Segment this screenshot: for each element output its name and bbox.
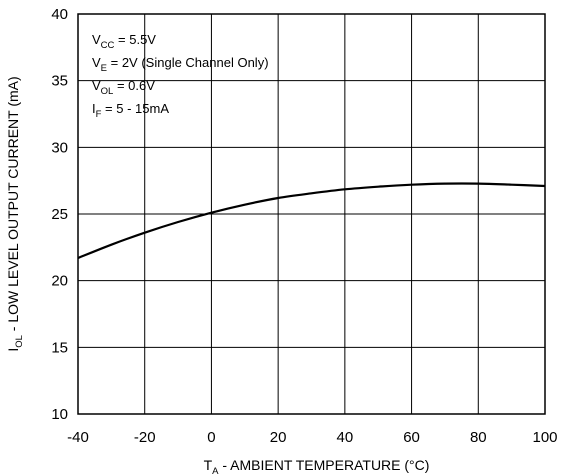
- y-tick-label: 25: [51, 206, 68, 223]
- y-tick-label: 30: [51, 139, 68, 156]
- x-tick-label: 0: [207, 429, 215, 446]
- y-tick-label: 35: [51, 73, 68, 90]
- annotation-rest: = 5 - 15mA: [101, 101, 169, 116]
- x-tick-label: 20: [270, 429, 287, 446]
- x-axis-label-main: T: [204, 457, 213, 473]
- y-axis-label-rest: - LOW LEVEL OUTPUT CURRENT (mA): [5, 76, 21, 335]
- y-tick-label: 40: [51, 6, 68, 23]
- x-tick-label: -40: [67, 429, 89, 446]
- annotation-sub: F: [96, 109, 102, 120]
- annotation-main: V: [92, 32, 101, 47]
- annotation-rest: = 0.6V: [113, 78, 155, 93]
- annotation-sub: E: [101, 63, 107, 74]
- x-tick-label: 60: [403, 429, 420, 446]
- y-tick-label: 15: [51, 339, 68, 356]
- annotation-sub: CC: [101, 40, 115, 51]
- annotation-rest: = 2V (Single Channel Only): [107, 55, 269, 70]
- x-axis-label-rest: - AMBIENT TEMPERATURE (°C): [218, 457, 429, 473]
- series-line-0: [77, 182, 546, 260]
- annotation-line-1: VE = 2V (Single Channel Only): [92, 55, 269, 74]
- x-tick-label: 100: [532, 429, 557, 446]
- grid-lines: [77, 13, 546, 415]
- y-axis-label-main: I: [5, 348, 21, 352]
- y-axis-label-sub: OL: [14, 335, 25, 348]
- annotation-main: V: [92, 78, 101, 93]
- x-tick-label: 40: [337, 429, 354, 446]
- series-layer: [77, 182, 546, 260]
- annotation-main: V: [92, 55, 101, 70]
- x-axis-label-sub: A: [212, 466, 219, 476]
- y-tick-label: 20: [51, 273, 68, 290]
- x-axis-label: TA - AMBIENT TEMPERATURE (°C): [204, 457, 430, 476]
- plot-frame: [77, 13, 546, 415]
- x-tick-label: 80: [470, 429, 487, 446]
- annotation-line-3: IF = 5 - 15mA: [92, 101, 169, 120]
- annotation-rest: = 5.5V: [114, 32, 156, 47]
- annotation-sub: OL: [101, 86, 114, 97]
- x-tick-labels: -40 -20 0 20 40 60 80 100: [67, 429, 557, 446]
- y-axis-label: IOL - LOW LEVEL OUTPUT CURRENT (mA): [5, 76, 25, 351]
- y-tick-label: 10: [51, 406, 68, 423]
- annotation-line-0: VCC = 5.5V: [92, 32, 156, 51]
- y-tick-labels: 10 15 20 25 30 35 40: [51, 6, 68, 423]
- annotation-line-2: VOL = 0.6V: [92, 78, 155, 97]
- annotation-main: I: [92, 101, 96, 116]
- x-tick-label: -20: [134, 429, 156, 446]
